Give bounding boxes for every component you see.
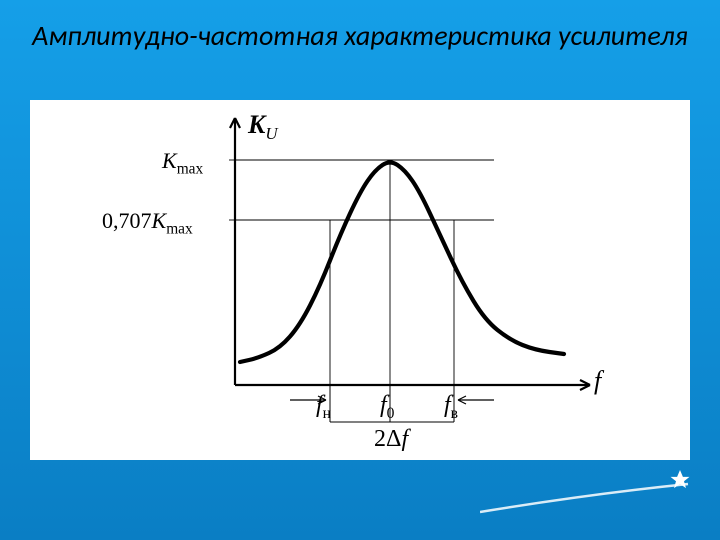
corner-accent: [480, 466, 700, 526]
slide-title: Амплитудно-частотная характеристика усил…: [0, 18, 720, 53]
slide-root: Амплитудно-частотная характеристика усил…: [0, 0, 720, 540]
x-axis-label: f: [594, 366, 601, 396]
xlabel-f0: f0: [380, 392, 394, 423]
y-axis-label: KU: [248, 110, 278, 144]
xlabel-f-high: fв: [444, 392, 458, 423]
ylabel-0707kmax: 0,707Kmax: [102, 208, 193, 238]
response-curve: [240, 163, 564, 363]
xlabel-f-low: fн: [316, 392, 331, 423]
bandwidth-label: 2Δf: [374, 426, 408, 453]
figure-panel: KU f Kmax 0,707Kmax fн f0 fв 2Δf: [30, 100, 690, 460]
accent-line: [480, 484, 688, 512]
figure-svg: [30, 100, 690, 460]
ylabel-kmax: Kmax: [162, 148, 203, 178]
